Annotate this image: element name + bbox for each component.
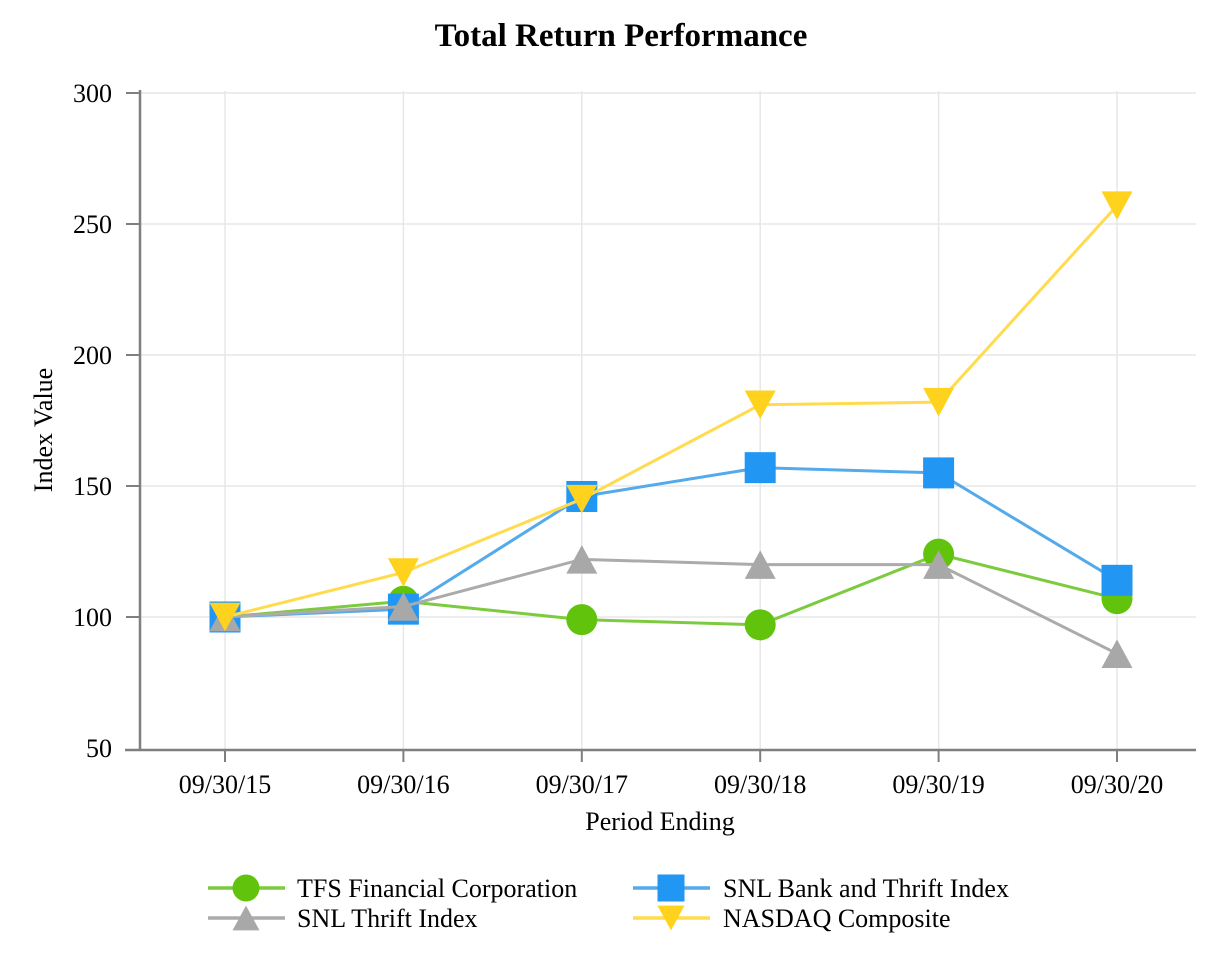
chart-title: Total Return Performance [435, 18, 808, 54]
legend-item-tfs-financial-corporation: TFS Financial Corporation [208, 874, 577, 903]
marker-snl-bank-and-thrift-index-09-30-20 [1101, 564, 1133, 596]
y-tick-label-150: 150 [73, 472, 112, 501]
legend-label-snl-thrift-index: SNL Thrift Index [297, 904, 478, 933]
x-tick-label-09-30-20: 09/30/20 [1071, 770, 1163, 799]
x-tick-label-09-30-15: 09/30/15 [179, 770, 271, 799]
legend-item-nasdaq-composite: NASDAQ Composite [633, 904, 951, 933]
marker-nasdaq-composite-09-30-15 [209, 602, 241, 632]
series-line-snl-thrift-index [224, 557, 1118, 656]
x-tick-label-09-30-19: 09/30/19 [892, 770, 984, 799]
marker-tfs-financial-corporation-09-30-17 [566, 604, 598, 636]
legend-marker-snl-bank-and-thrift-index [657, 874, 685, 902]
y-tick-label-50: 50 [86, 734, 112, 763]
legend-item-snl-thrift-index: SNL Thrift Index [208, 904, 478, 933]
legend: TFS Financial Corporation SNL Bank and Th… [208, 874, 1009, 933]
y-tick-label-250: 250 [73, 210, 112, 239]
marker-snl-thrift-index-09-30-20 [1101, 639, 1133, 668]
marker-snl-thrift-index-09-30-17 [566, 545, 598, 574]
y-tick-label-100: 100 [73, 603, 112, 632]
data-series [209, 191, 1133, 668]
marker-snl-bank-and-thrift-index-09-30-19 [923, 457, 955, 489]
marker-nasdaq-composite-09-30-20 [1101, 191, 1133, 220]
marker-snl-thrift-index-09-30-18 [744, 550, 776, 579]
marker-tfs-financial-corporation-09-30-18 [744, 609, 776, 641]
legend-label-nasdaq-composite: NASDAQ Composite [723, 904, 951, 933]
x-tick-label-09-30-17: 09/30/17 [536, 770, 628, 799]
marker-snl-bank-and-thrift-index-09-30-18 [744, 452, 776, 484]
y-axis-title: Index Value [29, 368, 58, 492]
marker-nasdaq-composite-09-30-17 [566, 484, 598, 514]
y-tick-label-200: 200 [73, 341, 112, 370]
x-tick-label-09-30-16: 09/30/16 [357, 770, 449, 799]
marker-nasdaq-composite-09-30-16 [387, 558, 419, 587]
series-line-nasdaq-composite [224, 204, 1119, 619]
x-tick-labels: 09/30/15 09/30/16 09/30/17 09/30/18 09/30/19… [179, 770, 1163, 799]
marker-snl-thrift-index-09-30-19 [923, 550, 955, 579]
legend-item-snl-bank-and-thrift-index: SNL Bank and Thrift Index [633, 874, 1009, 903]
legend-marker-snl-thrift-index [232, 905, 260, 931]
gridlines [140, 91, 1196, 750]
y-tick-labels: 50 100 150 200 250 300 [73, 79, 112, 763]
marker-nasdaq-composite-09-30-18 [744, 390, 776, 420]
legend-marker-tfs-financial-corporation [232, 874, 260, 902]
marker-nasdaq-composite-09-30-19 [923, 387, 955, 417]
series-line-snl-bank-and-thrift-index [224, 466, 1118, 619]
legend-label-snl-bank-and-thrift-index: SNL Bank and Thrift Index [723, 874, 1009, 903]
y-tick-label-300: 300 [73, 79, 112, 108]
series-line-tfs-financial-corporation [224, 552, 1118, 627]
axes [125, 90, 1196, 762]
legend-marker-nasdaq-composite [657, 905, 685, 931]
marker-snl-thrift-index-09-30-16 [387, 592, 419, 621]
x-tick-label-09-30-18: 09/30/18 [714, 770, 806, 799]
legend-label-tfs-financial-corporation: TFS Financial Corporation [297, 874, 577, 903]
x-axis-title: Period Ending [585, 807, 735, 836]
